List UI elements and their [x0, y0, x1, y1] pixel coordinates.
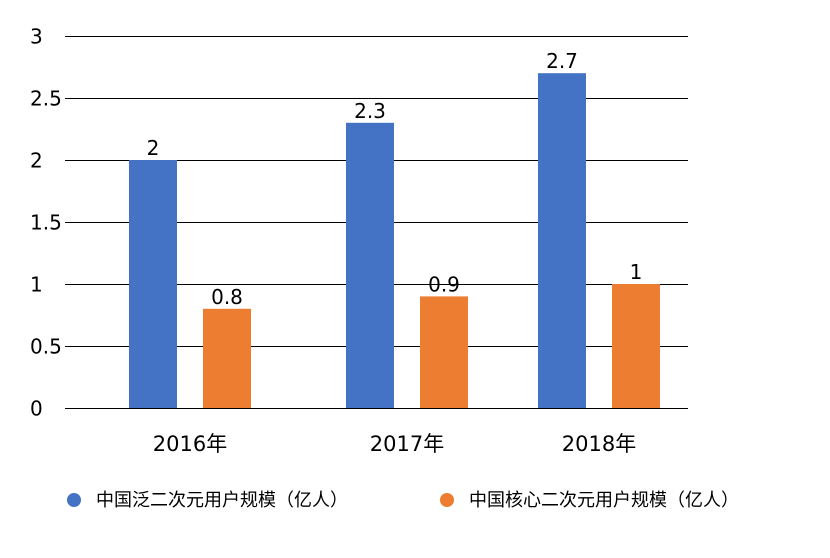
bar-series-2-2016年 [203, 308, 251, 408]
data-label: 2.3 [354, 99, 386, 123]
bar-series-1-2018年 [538, 73, 586, 408]
y-tick-label: 0 [30, 397, 43, 421]
data-label: 2.7 [546, 49, 578, 73]
x-axis-category-labels: 2016年 2017年 2018年 [153, 432, 636, 456]
bars [129, 73, 660, 409]
bar-series-2-2018年 [612, 284, 660, 408]
y-tick-label: 3 [30, 25, 43, 49]
y-tick-label: 0.5 [30, 335, 62, 359]
legend-item-2: 中国核心二次元用户规模（亿人） [440, 490, 739, 511]
data-label: 0.8 [211, 285, 243, 309]
legend: 中国泛二次元用户规模（亿人） 中国核心二次元用户规模（亿人） [67, 490, 739, 511]
x-category-label: 2018年 [562, 432, 636, 456]
bar-series-1-2016年 [129, 160, 177, 408]
legend-marker-icon [67, 493, 81, 507]
legend-label: 中国泛二次元用户规模（亿人） [96, 490, 348, 511]
legend-item-1: 中国泛二次元用户规模（亿人） [67, 490, 348, 511]
x-category-label: 2017年 [370, 432, 444, 456]
data-labels: 2 2.3 2.7 0.8 0.9 1 [147, 49, 643, 309]
legend-label: 中国核心二次元用户规模（亿人） [469, 490, 739, 511]
y-axis-tick-labels: 0 0.5 1 1.5 2 2.5 3 [30, 25, 62, 421]
y-tick-label: 2 [30, 149, 43, 173]
x-category-label: 2016年 [153, 432, 227, 456]
y-tick-label: 1 [30, 273, 43, 297]
data-label: 1 [630, 260, 643, 284]
y-tick-label: 2.5 [30, 87, 62, 111]
data-label: 2 [147, 136, 160, 160]
bar-series-2-2017年 [420, 296, 468, 408]
bar-series-1-2017年 [346, 122, 394, 409]
legend-marker-icon [440, 493, 454, 507]
y-tick-label: 1.5 [30, 211, 62, 235]
data-label: 0.9 [428, 272, 460, 296]
